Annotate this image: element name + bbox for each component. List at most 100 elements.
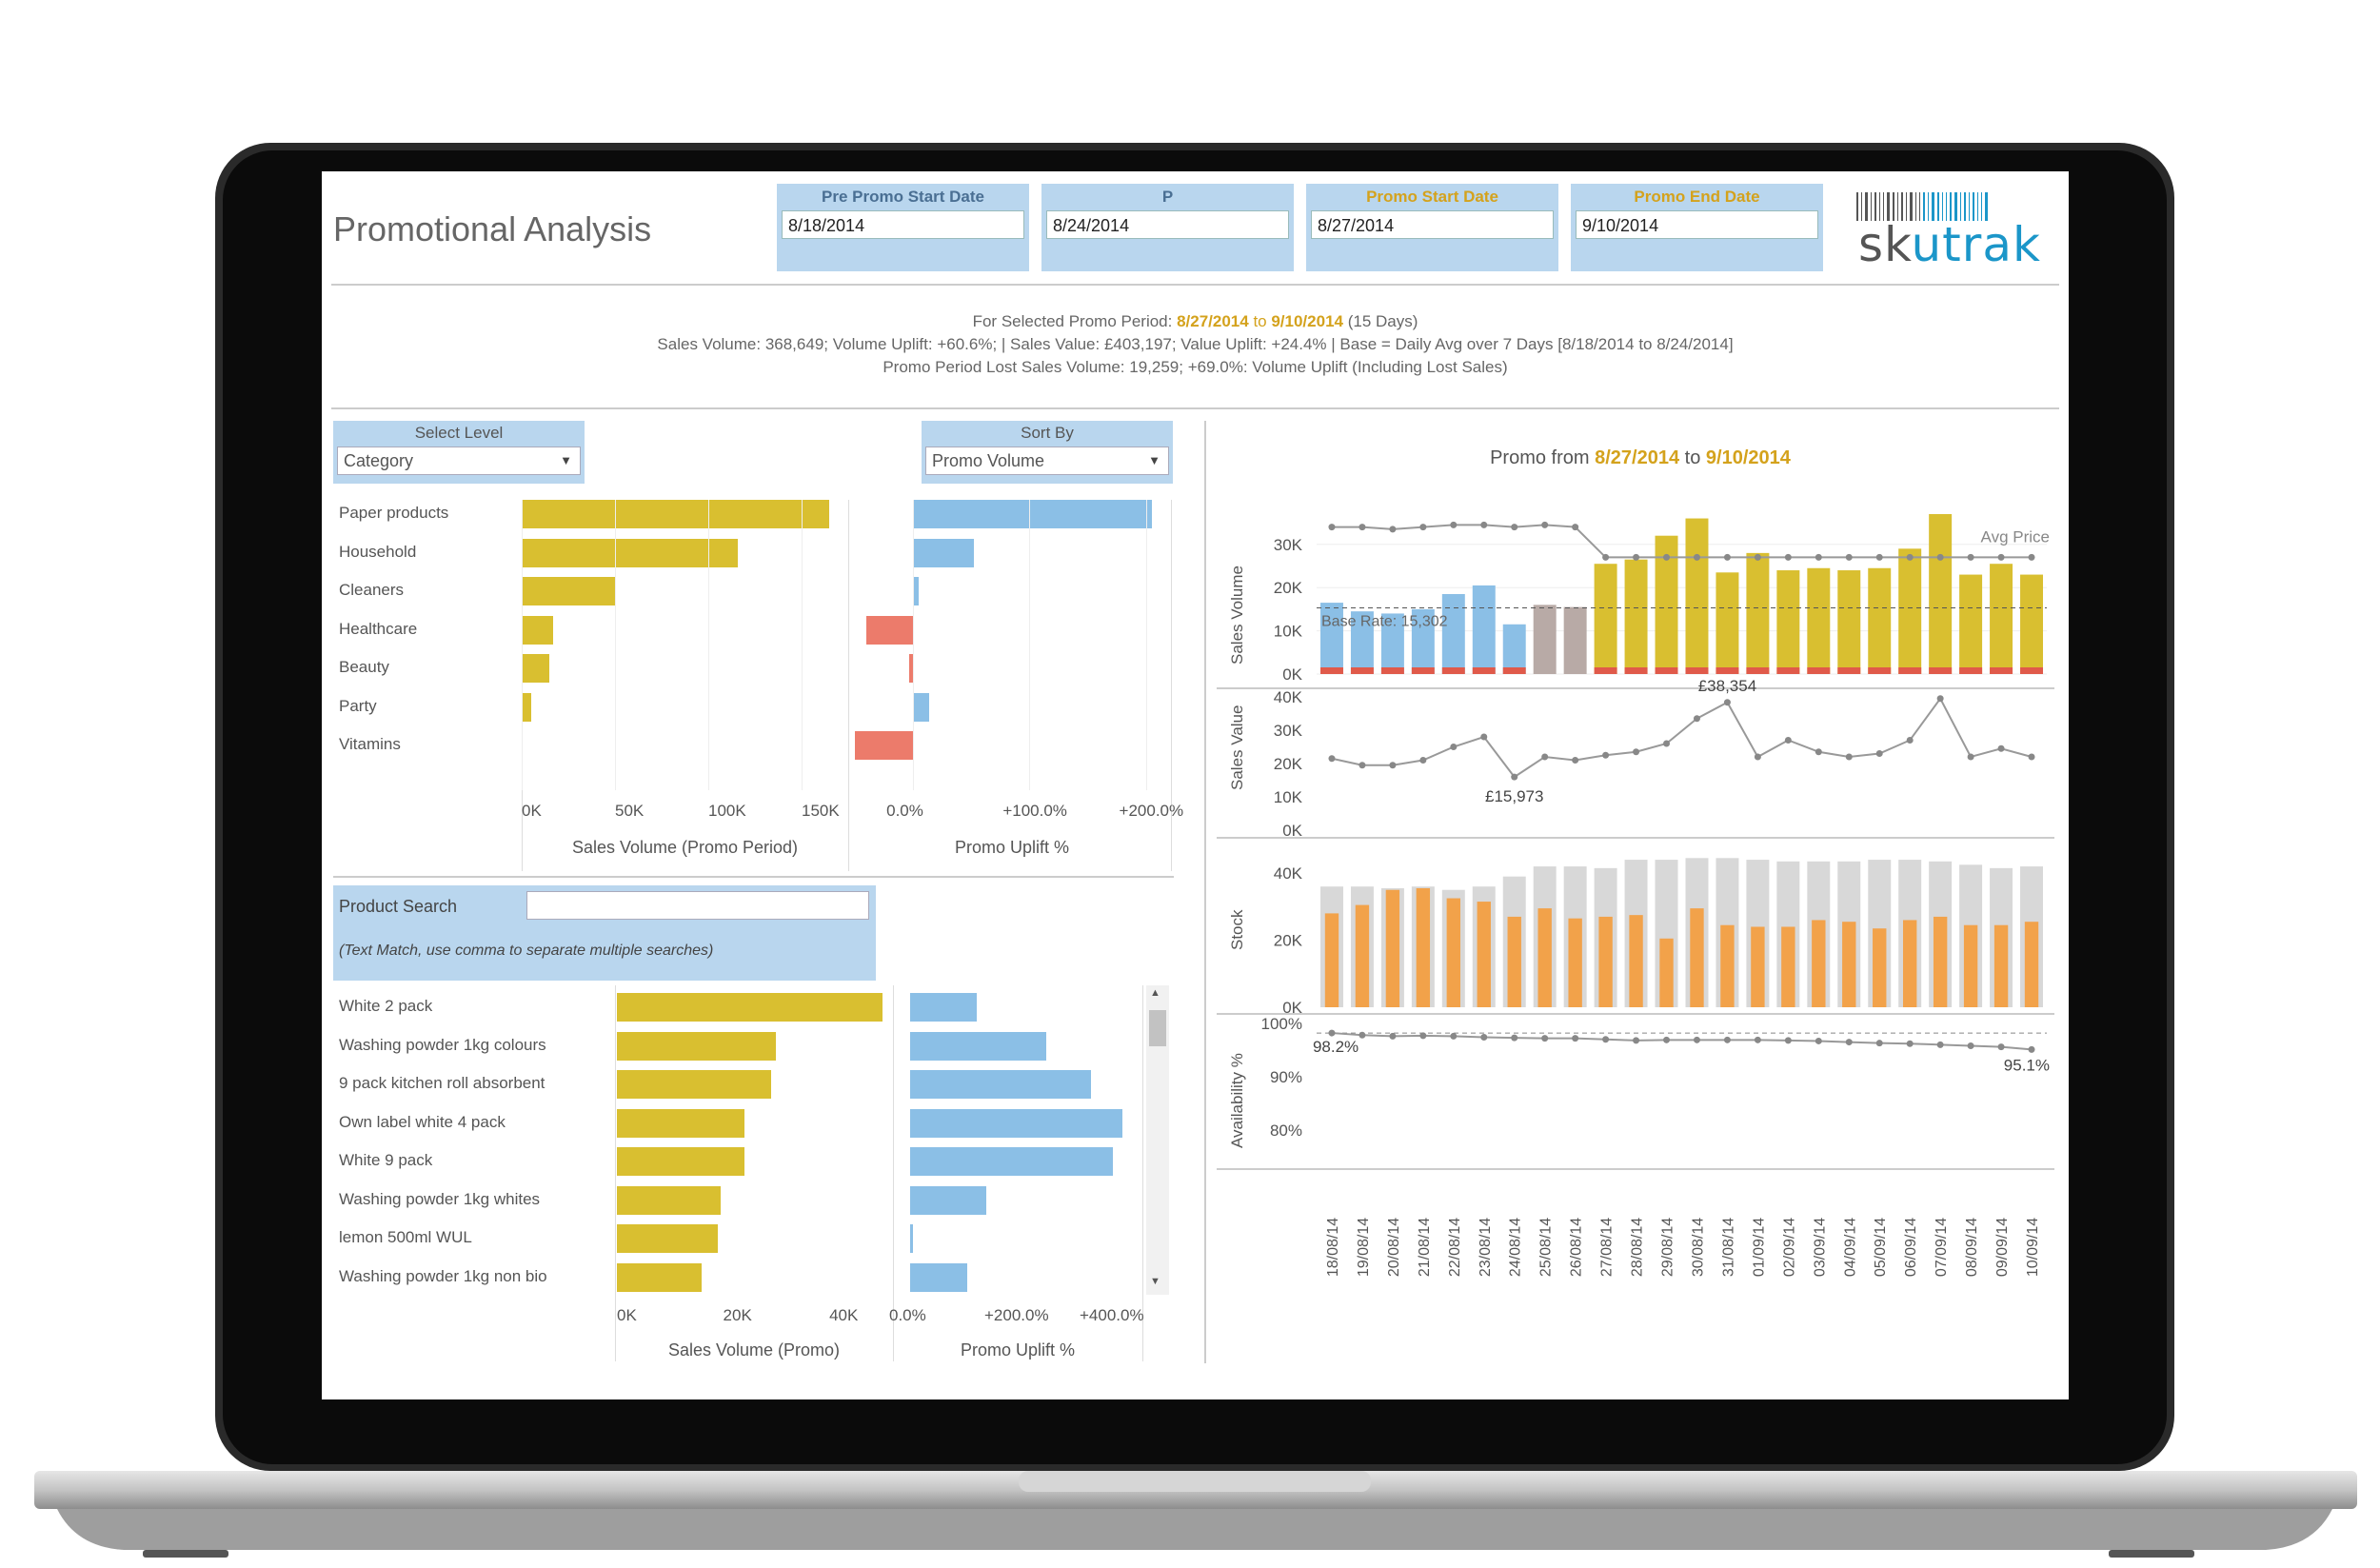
gridline (708, 500, 709, 790)
category-volume-bar (522, 615, 554, 645)
pre-promo-end-input[interactable]: 8/24/2014 (1046, 210, 1289, 239)
barcode-bar (1897, 192, 1898, 221)
gridline (1029, 500, 1031, 790)
sales-value-point (2028, 753, 2035, 761)
sold-bar (1873, 928, 1887, 1007)
product-volume-bar (617, 1108, 744, 1138)
product-uplift-bar (910, 1224, 913, 1253)
availability-point (1723, 1036, 1731, 1043)
select-level-panel: Select Level Category ▼ (333, 421, 585, 484)
summary-line-2: Sales Volume: 368,649; Volume Uplift: +6… (657, 335, 1734, 353)
sales-value-point (1784, 737, 1792, 744)
sales-value-point (1633, 748, 1640, 756)
select-level-dropdown[interactable]: Category ▼ (337, 447, 581, 475)
lost-sales-bar (1807, 667, 1831, 674)
category-volume-tick: 0K (522, 802, 542, 820)
barcode-bar (1973, 192, 1974, 221)
availability-point (1359, 1031, 1366, 1039)
availability-point (1845, 1039, 1853, 1046)
product-volume-bar (617, 993, 883, 1022)
availability-point (1693, 1036, 1700, 1043)
product-volume-bar (617, 1147, 744, 1176)
barcode-bar (1977, 192, 1978, 221)
date-tick: 07/09/14 (1934, 1218, 1950, 1277)
barcode-bar (1960, 192, 1961, 221)
skutrak-logo: skutrak (1853, 190, 2043, 272)
sold-bar (1629, 915, 1643, 1007)
barcode-bar (1865, 192, 1868, 221)
lost-sales-bar (1929, 667, 1953, 674)
category-uplift-axis-title: Promo Uplift % (954, 838, 1070, 857)
date-tick: 26/08/14 (1569, 1218, 1585, 1277)
barcode-bar (1906, 192, 1907, 221)
lost-sales-bar (1350, 667, 1374, 674)
product-volume-bar (617, 1262, 703, 1292)
availability-point (2028, 1045, 2035, 1053)
sales-value-point (1723, 699, 1731, 706)
availability-line (1331, 1032, 2033, 1051)
avg-price-point (1328, 524, 1336, 531)
lost-sales-bar (1716, 667, 1739, 674)
date-tick: 01/09/14 (1751, 1218, 1767, 1277)
lost-sales-bar (1685, 667, 1709, 674)
sold-bar (1993, 924, 2009, 1007)
barcode-icon (1856, 192, 1988, 221)
barcode-bar (1901, 192, 1903, 221)
sales-value-point (1328, 755, 1336, 763)
date-tick: 18/08/14 (1325, 1218, 1341, 1277)
category-volume-bar (522, 577, 615, 605)
product-uplift-axis-title: Promo Uplift % (960, 1340, 1076, 1360)
lost-sales-bar (1319, 667, 1343, 674)
promo-end-input[interactable]: 9/10/2014 (1576, 210, 1818, 239)
lost-sales-bar (2020, 667, 2044, 674)
lost-sales-bar (1502, 667, 1526, 674)
sold-bar (1902, 920, 1917, 1007)
availability-point (1419, 1032, 1427, 1040)
availability-point (1815, 1037, 1822, 1044)
barcode-bar (1915, 192, 1916, 221)
promo-end-date: Promo End Date 9/10/2014 (1571, 184, 1823, 271)
category-volume-tick: 100K (708, 802, 746, 820)
category-label: Healthcare (339, 619, 418, 638)
sort-by-dropdown[interactable]: Promo Volume ▼ (925, 447, 1169, 475)
availability-point (1450, 1032, 1458, 1040)
lost-sales-bar (1959, 667, 1983, 674)
product-uplift-bar (910, 1031, 1046, 1061)
sales-volume-bar (2020, 574, 2044, 674)
sales-volume-bar (1624, 559, 1648, 674)
sales-volume-bar (1929, 514, 1953, 674)
date-tick: 29/08/14 (1660, 1218, 1676, 1277)
pre-promo-start-date: Pre Promo Start Date 8/18/2014 (777, 184, 1029, 271)
scrollbar-thumb[interactable] (1149, 1010, 1166, 1046)
category-uplift-bar (913, 500, 1152, 528)
avg-price-point (1997, 553, 2005, 561)
avg-price-point (1663, 553, 1671, 561)
avg-price-point (1359, 524, 1366, 531)
avg-price-point (1572, 524, 1579, 531)
sales-volume-bar (1807, 567, 1831, 674)
product-label: Washing powder 1kg colours (339, 1035, 546, 1054)
barcode-bar (1950, 192, 1952, 221)
availability-point (1784, 1037, 1792, 1044)
avg-price-point (1511, 524, 1518, 531)
avg-price-point (1419, 524, 1427, 531)
product-volume-bar (617, 1070, 771, 1099)
avg-price-point (1723, 553, 1731, 561)
dashboard-screen: Promotional Analysis Pre Promo Start Dat… (322, 171, 2069, 1399)
avg-price-point (1450, 521, 1458, 528)
promo-start-input[interactable]: 8/27/2014 (1311, 210, 1554, 239)
product-list-scrollbar[interactable]: ▲ ▼ (1146, 985, 1169, 1295)
date-tick: 04/09/14 (1842, 1218, 1858, 1277)
category-uplift-bar (855, 731, 914, 760)
date-tick: 30/08/14 (1690, 1218, 1706, 1277)
date-tick: 24/08/14 (1508, 1218, 1524, 1277)
scroll-up-icon[interactable]: ▲ (1150, 987, 1160, 999)
category-volume-tick: 150K (802, 802, 840, 820)
availability-point (1572, 1035, 1579, 1042)
scroll-down-icon[interactable]: ▼ (1150, 1276, 1160, 1287)
pre-promo-start-input[interactable]: 8/18/2014 (782, 210, 1024, 239)
barcode-bar (1937, 192, 1939, 221)
product-search-input[interactable] (526, 891, 869, 920)
barcode-bar (1879, 192, 1880, 221)
sales-volume-bar (1563, 606, 1587, 674)
